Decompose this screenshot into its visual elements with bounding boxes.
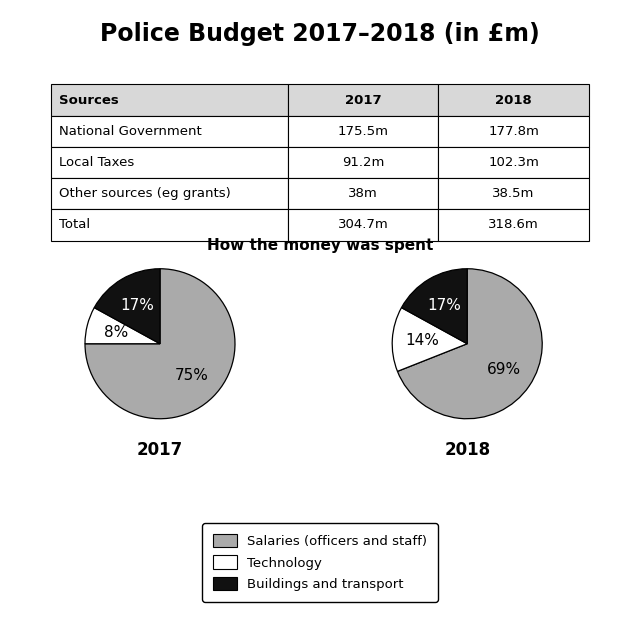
- Bar: [438, 209, 589, 241]
- Bar: [288, 178, 438, 209]
- Wedge shape: [392, 308, 467, 371]
- Bar: [288, 147, 438, 178]
- Text: 2017: 2017: [137, 441, 183, 459]
- Text: How the money was spent: How the money was spent: [207, 238, 433, 253]
- Wedge shape: [85, 308, 160, 344]
- Bar: [288, 84, 438, 116]
- Text: Local Taxes: Local Taxes: [59, 156, 134, 169]
- Text: 2018: 2018: [495, 94, 532, 106]
- Text: 69%: 69%: [487, 361, 522, 376]
- Text: Sources: Sources: [59, 94, 118, 106]
- Bar: [51, 116, 288, 147]
- Text: 75%: 75%: [175, 368, 209, 383]
- Text: 91.2m: 91.2m: [342, 156, 384, 169]
- Text: 14%: 14%: [405, 333, 439, 348]
- Text: Total: Total: [59, 219, 90, 231]
- Text: 17%: 17%: [428, 298, 461, 312]
- Bar: [438, 116, 589, 147]
- Bar: [288, 116, 438, 147]
- Text: Other sources (eg grants): Other sources (eg grants): [59, 188, 230, 200]
- Text: 38.5m: 38.5m: [492, 188, 535, 200]
- Text: Police Budget 2017–2018 (in £m): Police Budget 2017–2018 (in £m): [100, 22, 540, 46]
- Bar: [438, 178, 589, 209]
- Bar: [51, 209, 288, 241]
- Text: 102.3m: 102.3m: [488, 156, 539, 169]
- Text: 318.6m: 318.6m: [488, 219, 539, 231]
- Text: 175.5m: 175.5m: [337, 125, 388, 138]
- Wedge shape: [401, 269, 467, 344]
- Text: 304.7m: 304.7m: [338, 219, 388, 231]
- Bar: [51, 147, 288, 178]
- Text: 17%: 17%: [120, 298, 154, 312]
- Bar: [438, 147, 589, 178]
- Wedge shape: [85, 269, 235, 419]
- Text: 2017: 2017: [345, 94, 381, 106]
- Text: 2018: 2018: [444, 441, 490, 459]
- Wedge shape: [397, 269, 542, 419]
- Text: 8%: 8%: [104, 325, 129, 340]
- Wedge shape: [94, 269, 160, 344]
- Bar: [51, 84, 288, 116]
- Bar: [288, 209, 438, 241]
- Text: 177.8m: 177.8m: [488, 125, 539, 138]
- Text: National Government: National Government: [59, 125, 202, 138]
- Text: 38m: 38m: [348, 188, 378, 200]
- Legend: Salaries (officers and staff), Technology, Buildings and transport: Salaries (officers and staff), Technolog…: [202, 523, 438, 602]
- Bar: [438, 84, 589, 116]
- Bar: [51, 178, 288, 209]
